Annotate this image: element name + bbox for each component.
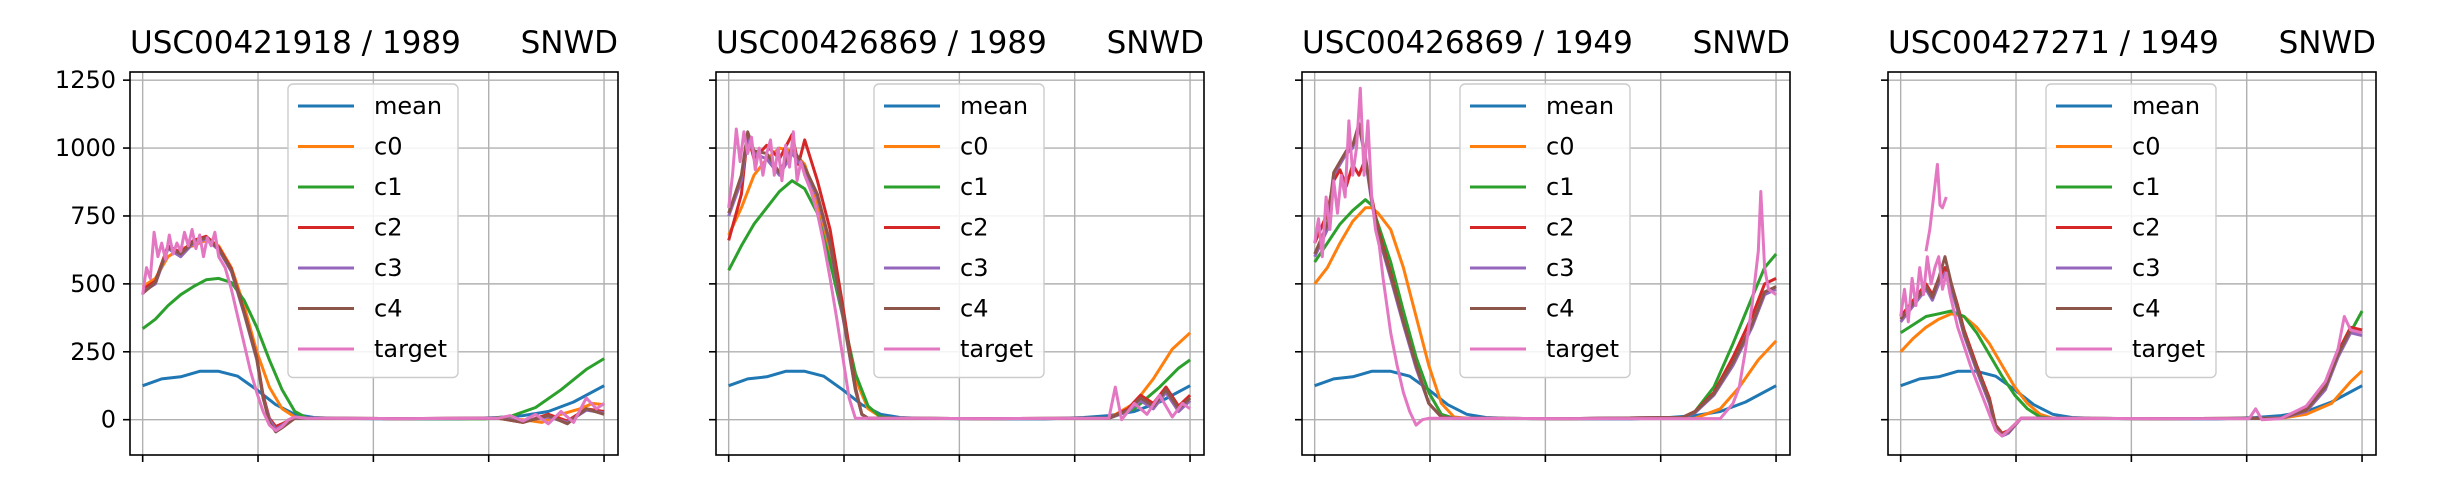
panel-title: USC00426869 / 1949 <box>1302 25 1633 61</box>
legend-label-mean: mean <box>1546 92 1614 120</box>
legend-label-c3: c3 <box>374 254 402 282</box>
series-line-target <box>1313 86 1777 427</box>
legend: mean c0 c1 c2 c3 c4 target <box>2045 83 2217 379</box>
legend-label-c2: c2 <box>2132 214 2160 242</box>
y-tick-label: 1000 <box>55 134 116 162</box>
series-line-target <box>1899 255 2363 438</box>
legend-label-c3: c3 <box>960 254 988 282</box>
series-line-c1 <box>1313 198 1778 421</box>
legend-label-c2: c2 <box>1546 214 1574 242</box>
legend-label-c0: c0 <box>1546 133 1574 161</box>
legend-label-mean: mean <box>960 92 1028 120</box>
chart-panel-3: USC00426869 / 1949 SNWD mean c0 c1 c2 c3 c4 targ… <box>1295 25 1791 462</box>
series-group <box>1313 86 1778 427</box>
chart-panel-2: USC00426869 / 1989 SNWD mean c0 c1 c2 c3 c4 targ… <box>709 25 1205 462</box>
y-tick-label: 250 <box>70 338 116 366</box>
legend-label-c3: c3 <box>2132 254 2160 282</box>
legend-label-c4: c4 <box>2132 295 2160 323</box>
legend: mean c0 c1 c2 c3 c4 target <box>287 83 459 379</box>
panel-title: USC00426869 / 1989 <box>716 25 1047 61</box>
legend-label-target: target <box>374 335 447 363</box>
series-line-c4 <box>727 130 1192 421</box>
y-tick-label: 0 <box>101 406 116 434</box>
legend-label-c2: c2 <box>374 214 402 242</box>
legend-label-c1: c1 <box>2132 173 2160 201</box>
legend-label-c0: c0 <box>2132 133 2160 161</box>
series-group <box>1899 162 2364 438</box>
panel-title: USC00421918 / 1989 <box>130 25 461 61</box>
legend-box <box>287 83 459 379</box>
series-line-target <box>727 127 1191 422</box>
legend-label-target: target <box>1546 335 1619 363</box>
panel-variable-label: SNWD <box>1107 25 1204 61</box>
y-tick-label: 1250 <box>55 66 116 94</box>
legend-label-c0: c0 <box>374 133 402 161</box>
legend-label-c4: c4 <box>374 295 402 323</box>
chart-panel-4: USC00427271 / 1949 SNWD mean c0 c1 c2 c3 c4 targ… <box>1881 25 2377 462</box>
legend-label-c4: c4 <box>960 295 988 323</box>
legend-label-c3: c3 <box>1546 254 1574 282</box>
series-line-target <box>1924 162 1948 252</box>
panel-variable-label: SNWD <box>521 25 618 61</box>
legend-box <box>873 83 1045 379</box>
legend-box <box>1459 83 1631 379</box>
series-line-c4 <box>1313 122 1777 421</box>
legend-label-c0: c0 <box>960 133 988 161</box>
series-group <box>727 127 1192 422</box>
legend-label-c2: c2 <box>960 214 988 242</box>
legend-label-target: target <box>960 335 1033 363</box>
legend-label-mean: mean <box>374 92 442 120</box>
legend-label-c1: c1 <box>374 173 402 201</box>
panel-variable-label: SNWD <box>1693 25 1790 61</box>
series-line-c0 <box>1899 312 2364 421</box>
panel-variable-label: SNWD <box>2279 25 2376 61</box>
series-group <box>141 228 605 434</box>
y-tick-label: 500 <box>70 270 116 298</box>
legend-label-mean: mean <box>2132 92 2200 120</box>
series-line-target <box>141 228 605 433</box>
series-line-mean <box>1314 369 1777 421</box>
y-tick-label: 750 <box>70 202 116 230</box>
legend-box <box>2045 83 2217 379</box>
chart-panel-1: 0 250 500 750 1000 1250 USC00421918 / 1989 SNWD… <box>55 25 619 462</box>
legend: mean c0 c1 c2 c3 c4 target <box>873 83 1045 379</box>
series-line-c1 <box>141 276 605 421</box>
legend: mean c0 c1 c2 c3 c4 target <box>1459 83 1631 379</box>
panel-title: USC00427271 / 1949 <box>1888 25 2219 61</box>
legend-label-c1: c1 <box>960 173 988 201</box>
legend-label-target: target <box>2132 335 2205 363</box>
legend-label-c4: c4 <box>1546 295 1574 323</box>
legend-label-c1: c1 <box>1546 173 1574 201</box>
series-line-c0 <box>1313 206 1778 421</box>
